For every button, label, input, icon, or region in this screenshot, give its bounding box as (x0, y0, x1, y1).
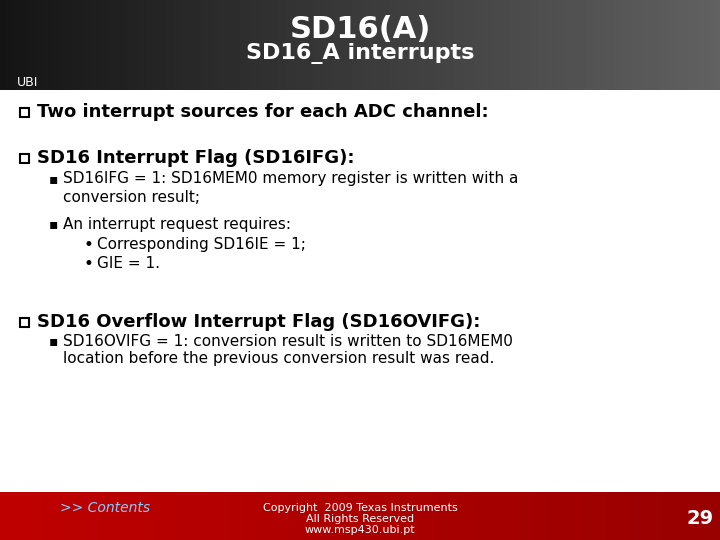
Text: GIE = 1.: GIE = 1. (97, 256, 160, 272)
Text: •: • (83, 236, 93, 254)
Text: SD16OVIFG = 1: conversion result is written to SD16MEM0: SD16OVIFG = 1: conversion result is writ… (63, 334, 513, 348)
Text: UBI: UBI (17, 77, 39, 90)
Text: >> Contents: >> Contents (60, 501, 150, 515)
Text: All Rights Reserved: All Rights Reserved (306, 514, 414, 524)
Text: ▪: ▪ (48, 334, 58, 348)
Bar (20, 153, 29, 163)
Text: Two interrupt sources for each ADC channel:: Two interrupt sources for each ADC chann… (37, 103, 489, 121)
Text: Corresponding SD16IE = 1;: Corresponding SD16IE = 1; (97, 238, 306, 253)
Bar (20, 107, 29, 117)
Text: ▪: ▪ (48, 172, 58, 186)
Text: 29: 29 (686, 509, 714, 528)
Text: Copyright  2009 Texas Instruments: Copyright 2009 Texas Instruments (263, 503, 457, 513)
Text: An interrupt request requires:: An interrupt request requires: (63, 217, 291, 232)
Text: SD16IFG = 1: SD16MEM0 memory register is written with a: SD16IFG = 1: SD16MEM0 memory register is… (63, 172, 518, 186)
Text: conversion result;: conversion result; (63, 190, 200, 205)
Text: location before the previous conversion result was read.: location before the previous conversion … (63, 352, 495, 367)
Text: •: • (83, 255, 93, 273)
Text: ▪: ▪ (48, 217, 58, 231)
Text: SD16 Overflow Interrupt Flag (SD16OVIFG):: SD16 Overflow Interrupt Flag (SD16OVIFG)… (37, 313, 480, 331)
Text: SD16_A interrupts: SD16_A interrupts (246, 43, 474, 64)
Text: SD16(A): SD16(A) (289, 15, 431, 44)
Text: SD16 Interrupt Flag (SD16IFG):: SD16 Interrupt Flag (SD16IFG): (37, 149, 354, 167)
Text: www.msp430.ubi.pt: www.msp430.ubi.pt (305, 525, 415, 535)
Bar (0, 90, 720, 492)
Bar (20, 318, 29, 327)
